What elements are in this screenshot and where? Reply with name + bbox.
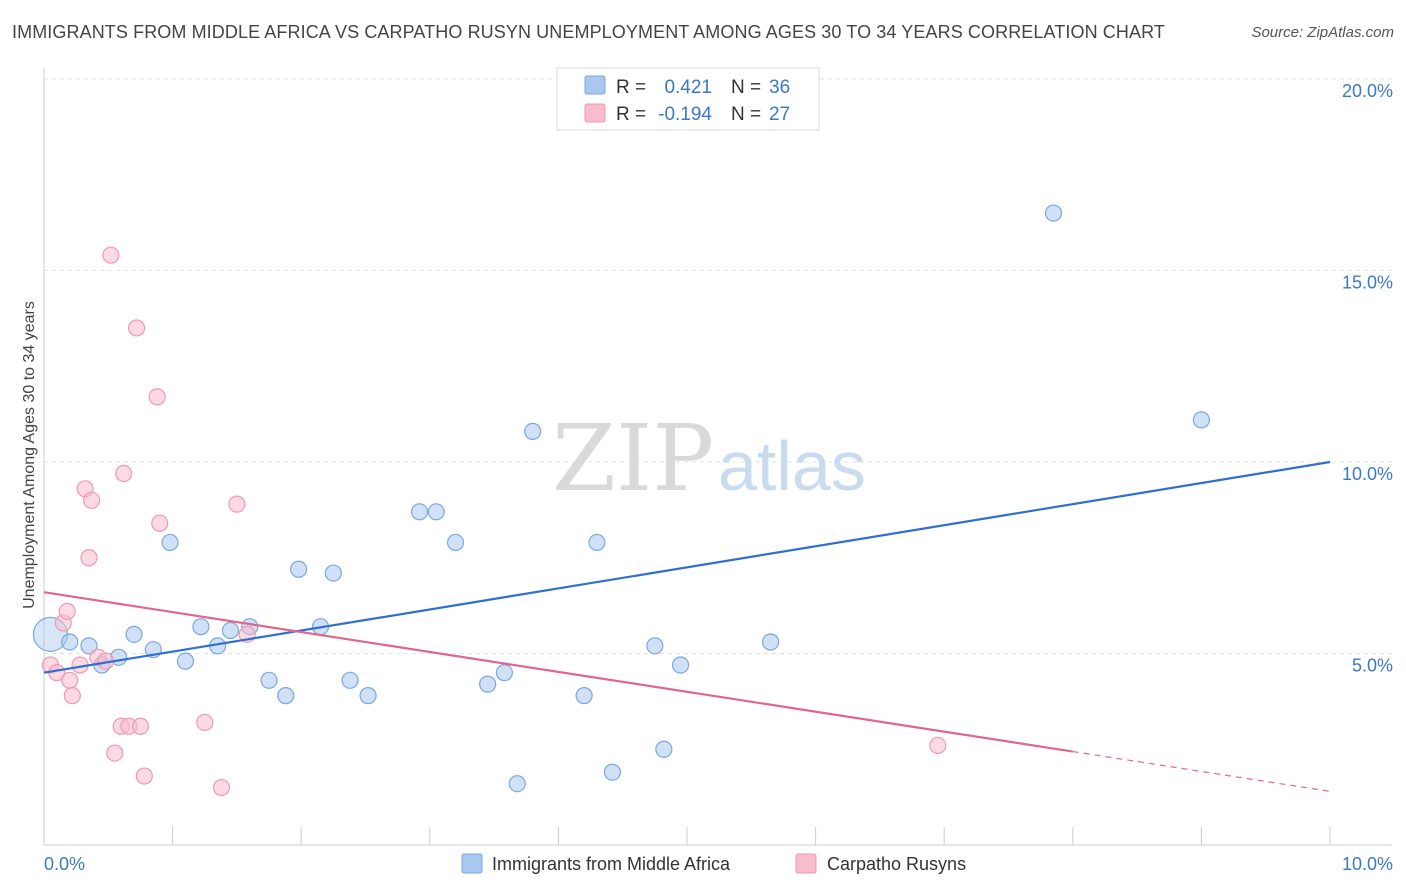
point-immigrants [161,533,179,552]
point-carpatho [102,246,120,264]
point-immigrants [575,687,593,705]
point-carpatho [228,495,246,513]
x-tick-label: 10.0% [1342,854,1393,874]
tick-labels: 5.0% 10.0% 15.0% 20.0% 0.0% 10.0% [44,81,1393,874]
point-immigrants [479,675,497,693]
point-immigrants [125,625,143,643]
x-tick-label: 0.0% [44,854,85,874]
legend-n-value-1: 36 [769,77,790,98]
legend-r-value-2: -0.194 [658,104,712,125]
legend-n-label-1: N = [731,77,761,98]
point-immigrants [176,652,195,670]
point-carpatho [80,549,98,567]
y-tick-label: 5.0% [1352,656,1393,676]
point-immigrants [671,656,690,674]
point-immigrants [324,564,342,582]
point-carpatho [82,491,101,509]
point-carpatho [63,687,81,705]
point-immigrants [588,533,606,552]
y-tick-label: 15.0% [1342,273,1393,293]
point-immigrants [221,621,240,640]
point-immigrants [495,664,513,682]
legend-r-value-1: 0.421 [664,77,712,98]
point-immigrants [192,618,210,636]
y-tick-label: 10.0% [1342,464,1393,484]
watermark-zip: ZIP [552,405,714,512]
point-carpatho [115,464,133,483]
point-immigrants [359,687,377,705]
point-immigrants [446,533,465,552]
legend-swatch-carpatho [584,103,606,123]
point-immigrants [655,740,673,758]
point-immigrants [646,637,664,655]
bottom-legend-swatch-carpatho [795,853,817,874]
legend-n-value-2: 27 [769,104,790,125]
watermark: ZIP atlas [552,405,866,512]
bottom-legend-label-carpatho: Carpatho Rusyns [827,854,966,874]
bottom-legend-swatch-immigrants [461,853,483,874]
point-immigrants [260,671,278,689]
point-carpatho [212,778,231,797]
point-immigrants [341,671,359,689]
trend-line-carpatho [43,591,1073,753]
point-immigrants [508,775,526,793]
legend: R = 0.421 N = 36 R = -0.194 N = 27 [556,67,820,131]
bottom-legend: Immigrants from Middle Africa Carpatho R… [461,853,966,874]
point-carpatho [106,744,124,762]
point-carpatho [151,514,169,532]
point-immigrants [1192,411,1211,429]
point-immigrants [1044,204,1063,222]
point-immigrants [290,560,308,578]
trend-line-carpatho-extension [1072,750,1331,792]
point-immigrants [427,503,445,521]
data-points [32,204,1211,797]
point-carpatho [127,319,146,337]
point-immigrants [80,637,98,655]
point-immigrants [61,633,79,651]
legend-r-label-2: R = [616,104,646,125]
watermark-atlas: atlas [718,427,866,505]
point-carpatho [61,671,79,689]
point-carpatho [929,736,947,755]
point-carpatho [58,602,76,620]
trend-lines [43,460,1331,792]
point-carpatho [148,388,166,406]
point-immigrants [761,633,780,651]
point-carpatho [196,713,214,732]
legend-swatch-immigrants [584,75,606,95]
bottom-legend-label-immigrants: Immigrants from Middle Africa [492,854,731,874]
trend-line-immigrants [43,460,1331,674]
y-tick-label: 20.0% [1342,81,1393,101]
legend-n-label-2: N = [731,104,761,125]
point-immigrants [524,422,542,440]
point-immigrants [410,503,429,521]
axes [43,68,1392,846]
gridlines [44,78,1392,654]
point-immigrants [277,687,295,705]
legend-r-label-1: R = [616,77,646,98]
point-carpatho [135,767,153,785]
chart-title: IMMIGRANTS FROM MIDDLE AFRICA VS CARPATH… [12,22,1165,42]
point-immigrants [603,763,622,781]
chart-source: Source: ZipAtlas.com [1251,24,1394,41]
point-carpatho [131,717,150,735]
